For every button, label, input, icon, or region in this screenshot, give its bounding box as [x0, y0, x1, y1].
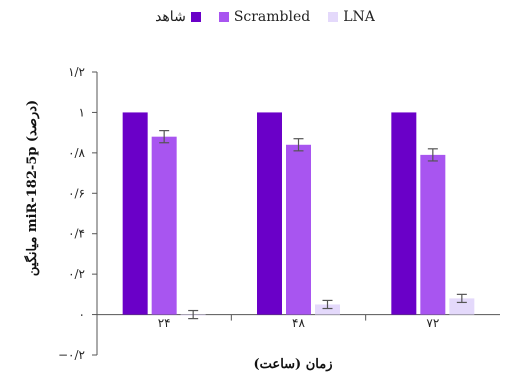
- y-tick-label: ۱: [79, 105, 85, 119]
- error-bar-group: [159, 130, 467, 320]
- legend-label-scrambled: Scrambled: [233, 9, 311, 25]
- x-axis-ticks: ۲۴ ۴۸ ۷۲: [158, 314, 439, 330]
- legend-label-lna: LNA: [343, 9, 375, 25]
- legend-swatch-control: [190, 12, 201, 22]
- y-axis-title: میانگین miR-182-5p (درصد): [23, 100, 40, 276]
- y-tick-label: ۰: [79, 308, 85, 322]
- bar: [257, 112, 282, 315]
- x-tick-label: ۷۲: [426, 316, 439, 330]
- bar: [151, 136, 177, 315]
- bar-group: [122, 112, 475, 316]
- x-axis-title: زمان (ساعت): [254, 357, 333, 372]
- legend-item-control: شاهد: [155, 9, 201, 25]
- y-tick-label: ۰/۶: [68, 186, 85, 200]
- bar: [286, 144, 311, 315]
- legend-label-control: شاهد: [155, 9, 186, 25]
- chart-legend: شاهد Scrambled LNA: [0, 6, 530, 28]
- legend-swatch-scrambled: [218, 12, 229, 22]
- x-tick-label: ۲۴: [158, 316, 171, 330]
- y-tick-label: ۱/۲: [68, 65, 85, 79]
- bar: [315, 304, 340, 315]
- bar: [449, 298, 475, 315]
- legend-item-lna: LNA: [328, 9, 375, 25]
- y-tick-label: ۰/۴: [68, 227, 85, 241]
- x-tick-label: ۴۸: [292, 316, 305, 330]
- y-tick-label: ۰/۲: [68, 267, 85, 281]
- bar: [122, 112, 148, 315]
- y-tick-label: ۰/۸: [68, 146, 85, 160]
- legend-swatch-lna: [328, 12, 339, 22]
- plot-area: [96, 72, 500, 355]
- bar: [391, 112, 417, 315]
- bar: [420, 154, 446, 315]
- y-axis-ticks: ۱/۲ ۱ ۰/۸ ۰/۶ ۰/۴ ۰/۲ ۰ −۰/۲: [58, 65, 97, 362]
- legend-item-scrambled: Scrambled: [218, 9, 311, 25]
- y-tick-label: −۰/۲: [58, 348, 85, 362]
